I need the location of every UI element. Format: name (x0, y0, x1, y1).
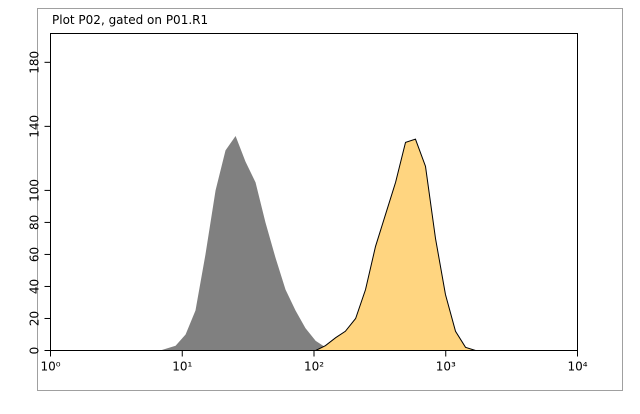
y-tick-label: 0 (28, 347, 42, 355)
y-tick-label: 20 (28, 311, 42, 326)
x-tick-label: 10³ (436, 360, 456, 374)
x-tick-label: 10⁴ (567, 360, 587, 374)
x-tick-label: 10² (304, 360, 324, 374)
y-tick-label: 40 (28, 279, 42, 294)
x-tick-label: 10¹ (172, 360, 192, 374)
histogram-area (160, 135, 476, 351)
frame (37, 8, 623, 391)
y-tick-label: 140 (28, 115, 42, 138)
histogram-area (160, 138, 476, 351)
x-tick-label: 10⁰ (40, 360, 60, 374)
y-tick-label: 180 (28, 51, 42, 74)
y-tick-label: 60 (28, 247, 42, 262)
y-tick-label: 80 (28, 215, 42, 230)
y-tick-label: 100 (28, 179, 42, 202)
chart-title: Plot P02, gated on P01.R1 (52, 13, 208, 27)
